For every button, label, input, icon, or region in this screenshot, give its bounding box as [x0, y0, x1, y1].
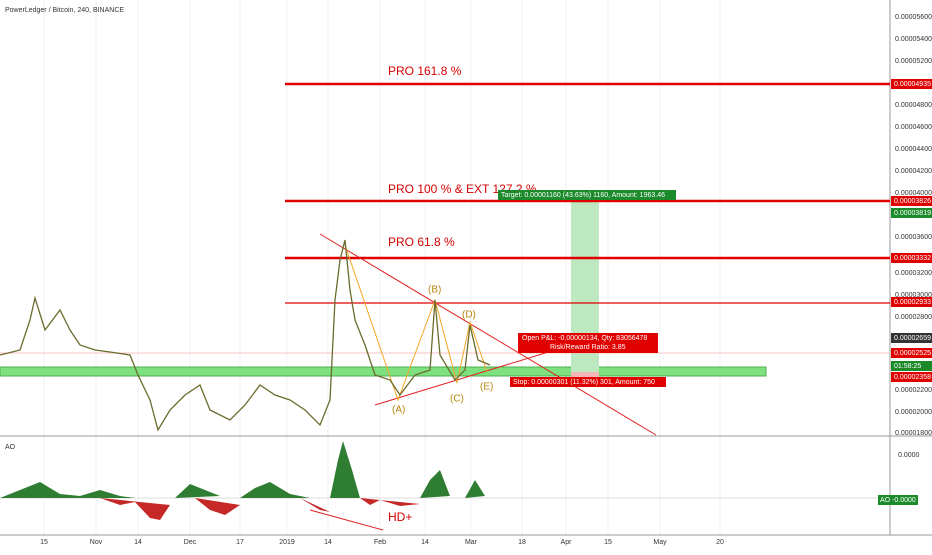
fib-lines — [0, 82, 890, 354]
rr-text: Risk/Reward Ratio: 3.85 — [550, 344, 626, 351]
wave-label: (D) — [462, 310, 476, 321]
header-title: PowerLedger / Bitcoin, 240, BINANCE — [5, 7, 124, 14]
stop-box — [510, 377, 666, 387]
price-badge-label: 0.00003332 — [894, 255, 931, 262]
price-tick-label: 0.00004200 — [895, 168, 932, 175]
time-tick-label: Dec — [184, 539, 197, 546]
time-tick-label: 14 — [134, 539, 142, 546]
price-tick-label: 0.00003600 — [895, 234, 932, 241]
wave-label: (A) — [392, 405, 405, 416]
price-badge — [891, 333, 932, 343]
price-badge-label: 01:58:25 — [894, 363, 921, 370]
price-tick-label: 0.00002200 — [895, 387, 932, 394]
price-tick-label: 0.00003200 — [895, 270, 932, 277]
time-tick-label: Feb — [374, 539, 386, 546]
price-tick-label: 0.00004600 — [895, 124, 932, 131]
divergence-label: HD+ — [388, 510, 412, 524]
price-tick-label: 0.00005400 — [895, 36, 932, 43]
price-badge-label: 0.00002933 — [894, 299, 931, 306]
price-badge — [891, 348, 932, 358]
fib-label: PRO 61.8 % — [388, 235, 455, 249]
price-badge — [891, 208, 932, 218]
wave-label: (E) — [480, 382, 493, 393]
pl-box — [518, 333, 658, 353]
price-tick-label: 0.00004400 — [895, 146, 932, 153]
time-tick-label: 15 — [40, 539, 48, 546]
price-tick-label: 0.00002800 — [895, 314, 932, 321]
time-tick-label: 14 — [421, 539, 429, 546]
time-tick-label: 15 — [604, 539, 612, 546]
target-box — [498, 190, 676, 200]
indicator-value: AO -0.0000 — [880, 497, 916, 504]
time-tick-label: 17 — [236, 539, 244, 546]
ao-histogram — [0, 441, 485, 498]
price-badge — [891, 372, 932, 382]
price-badge-label: 0.00004935 — [894, 81, 931, 88]
price-tick-label: 0.00001800 — [895, 430, 932, 437]
time-tick-label: 14 — [324, 539, 332, 546]
price-tick-label: 0.00005200 — [895, 58, 932, 65]
price-line — [0, 239, 491, 432]
ao-histogram-neg — [100, 498, 490, 520]
indicator-name: AO — [5, 444, 16, 451]
indicator-axis: 0.0000 — [898, 452, 920, 459]
price-badge — [891, 79, 932, 89]
time-tick-label: Nov — [90, 539, 103, 546]
price-badge — [891, 196, 932, 206]
target-text: Target: 0.00001160 (43.63%) 1160, Amount… — [501, 192, 665, 199]
time-tick-label: Mar — [465, 539, 478, 546]
price-badge-label: 0.00003826 — [894, 198, 931, 205]
price-badge — [891, 297, 932, 307]
time-tick-label: Apr — [561, 539, 573, 546]
grid — [43, 0, 721, 535]
price-badge-label: 0.00002659 — [894, 335, 931, 342]
price-badge-label: 0.00003819 — [894, 210, 931, 217]
price-tick-label: 0.00004000 — [895, 190, 932, 197]
price-badge — [891, 253, 932, 263]
pl-text: Open P&L: -0.00000134, Qty: 83056478 — [522, 335, 647, 342]
wave-label: (C) — [450, 394, 464, 405]
wave-label: (B) — [428, 285, 441, 296]
price-tick-label: 0.00004800 — [895, 102, 932, 109]
time-tick-label: 2019 — [279, 539, 295, 546]
divergence-line — [309, 509, 384, 531]
time-tick-label: 20 — [716, 539, 724, 546]
indicator-badge — [878, 495, 918, 505]
price-tick-label: 0.00005600 — [895, 14, 932, 21]
fib-label: PRO 161.8 % — [388, 64, 462, 78]
time-tick-label: 18 — [518, 539, 526, 546]
price-badge-label: 0.00002358 — [894, 374, 931, 381]
trendlines — [319, 233, 657, 436]
price-badge — [891, 361, 932, 371]
price-badge-label: 0.00002525 — [894, 350, 931, 357]
price-tick-label: 0.00002000 — [895, 409, 932, 416]
price-tick-label: 0.00003000 — [895, 292, 932, 299]
stop-text: Stop: 0.00000301 (11.32%) 301, Amount: 7… — [513, 379, 655, 386]
time-tick-label: May — [653, 539, 667, 546]
support-zone — [0, 366, 767, 377]
